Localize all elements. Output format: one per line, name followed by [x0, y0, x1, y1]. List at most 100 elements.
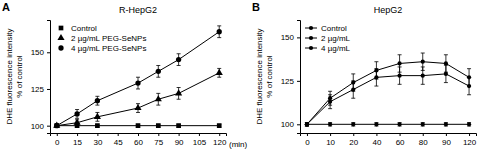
marker [54, 123, 59, 128]
error-bar [351, 81, 355, 98]
title: HepG2 [374, 5, 403, 15]
series-line [307, 74, 469, 124]
plot-area [305, 53, 471, 126]
legend-entry: 4 µg/mL [305, 44, 351, 53]
series [54, 26, 222, 128]
marker [305, 122, 309, 126]
x-tick: 0 [55, 133, 60, 147]
x-tick-mark [219, 133, 220, 136]
legend-entry: 2 µg/mL PEG-SeNPs [57, 34, 146, 43]
x-tick-label: 45 [114, 138, 123, 147]
x-tick: 90 [442, 133, 451, 147]
x-tick-label: 60 [134, 138, 143, 147]
legend-label: Control [71, 24, 97, 33]
x-tick: 90 [175, 133, 184, 147]
x-tick-mark [400, 133, 401, 136]
legend-marker [309, 36, 313, 40]
error-bar [351, 123, 355, 126]
marker [351, 122, 355, 126]
y-tick: 100 [281, 120, 300, 129]
error-bar [398, 123, 402, 126]
marker [397, 61, 401, 65]
axis-line [301, 134, 477, 137]
x-tick: 40 [372, 133, 381, 147]
marker [421, 60, 425, 64]
x-tick: 75 [154, 133, 163, 147]
x-tick: 60 [396, 133, 405, 147]
x-tick-label: 105 [193, 138, 207, 147]
marker [328, 100, 332, 104]
marker [467, 122, 471, 126]
legend-marker [59, 26, 64, 31]
legend-marker [309, 46, 313, 50]
series-line [57, 73, 219, 126]
legend-marker [57, 34, 64, 40]
marker [216, 69, 223, 75]
panel: 0102040608090120100125150Control2 µg/mL4… [252, 1, 477, 147]
error-bar [305, 123, 309, 126]
marker [74, 111, 79, 116]
error-bar [467, 123, 471, 126]
x-tick: 105 [193, 133, 207, 147]
marker [95, 123, 100, 128]
x-tick-label: 120 [463, 138, 477, 147]
error-bar [156, 124, 160, 127]
marker [176, 57, 181, 62]
error-bar [217, 124, 221, 127]
legend: Control2 µg/mL4 µg/mL [305, 24, 351, 53]
legend-entry: 4 µg/mL PEG-SeNPs [58, 44, 146, 53]
y-axis-title: DHE fluorescence intensity [5, 28, 14, 124]
x-tick-mark [469, 133, 470, 136]
y-tick-label: 100 [281, 120, 295, 129]
y-axis: 100125150 [281, 21, 301, 134]
error-bar [95, 124, 99, 127]
y-tick-label: 125 [31, 85, 45, 94]
marker [134, 104, 141, 110]
x-tick-label: 0 [55, 138, 60, 147]
x-tick-mark [77, 133, 78, 136]
x-tick-mark [179, 133, 180, 136]
legend-label: 4 µg/mL [321, 44, 351, 53]
series [53, 68, 223, 127]
legend: Control2 µg/mL PEG-SeNPs4 µg/mL PEG-SeNP… [57, 24, 146, 53]
marker [74, 119, 81, 125]
error-bar [177, 124, 181, 127]
legend-label: 4 µg/mL PEG-SeNPs [71, 44, 146, 53]
y-axis-title: % of control [15, 55, 24, 97]
y-axis-title: DHE fluorescence intensity [255, 28, 264, 124]
marker [374, 122, 378, 126]
axis-line [51, 134, 227, 137]
error-bar [444, 123, 448, 126]
panel: 0153045607590105120100125150Control2 µg/… [2, 1, 248, 149]
figure: 0153045607590105120100125150Control2 µg/… [0, 0, 500, 158]
y-tick: 100 [31, 122, 50, 131]
error-bar [136, 77, 140, 89]
x-axis: 0153045607590105120 [51, 133, 227, 147]
marker [305, 122, 309, 126]
marker [421, 122, 425, 126]
x-tick-mark [97, 133, 98, 136]
y-tick-mark [47, 126, 50, 127]
marker [136, 123, 141, 128]
x-tick-mark [199, 133, 200, 136]
marker [156, 69, 161, 74]
legend-label: Control [321, 24, 347, 33]
x-tick-mark [118, 133, 119, 136]
x-tick-label: 30 [93, 138, 102, 147]
marker [94, 113, 101, 119]
x-tick: 0 [305, 133, 310, 147]
x-tick-mark [353, 133, 354, 136]
x-tick-mark [158, 133, 159, 136]
marker [156, 123, 161, 128]
x-tick-label: 90 [442, 138, 451, 147]
marker [467, 84, 471, 88]
x-tick-mark [376, 133, 377, 136]
x-tick: 45 [114, 133, 123, 147]
y-tick-label: 150 [31, 48, 45, 57]
legend-entry: 2 µg/mL [305, 34, 351, 43]
x-tick-label: 15 [73, 138, 82, 147]
y-tick-label: 125 [281, 77, 295, 86]
y-tick-mark [297, 124, 300, 125]
legend-marker [309, 26, 313, 30]
error-bar [217, 26, 221, 38]
